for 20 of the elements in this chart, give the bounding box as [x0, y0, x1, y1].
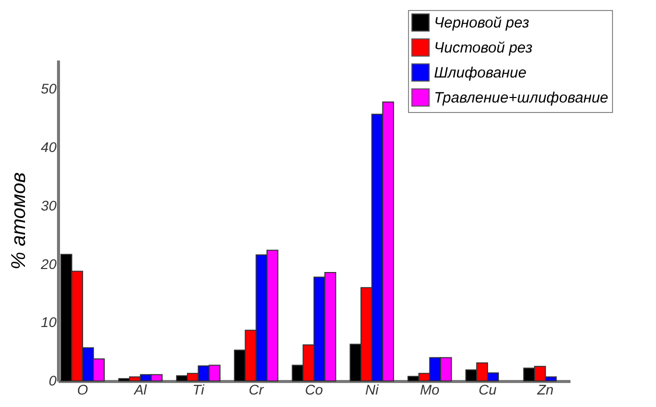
y-tick-label: 10: [40, 314, 57, 330]
legend-label: Шлифование: [434, 64, 526, 82]
legend-label: Чистовой рез: [434, 40, 532, 56]
y-tick-label: 50: [40, 80, 57, 97]
x-tick-label: Mo: [420, 382, 440, 398]
y-tick-label: 30: [40, 197, 57, 214]
legend-label: Травление+шлифование: [434, 90, 608, 106]
legend-label: Черновой рез: [434, 14, 530, 32]
x-tick-label: O: [77, 382, 88, 398]
x-tick-label: Al: [133, 382, 148, 398]
y-tick-label: 40: [40, 139, 57, 156]
x-tick-label: Cr: [248, 382, 265, 398]
x-tick-label: Co: [305, 382, 324, 398]
x-tick-label: Cu: [478, 382, 497, 398]
x-tick-label: Ti: [192, 382, 205, 398]
y-tick-label: 0: [48, 372, 57, 388]
x-tick-label: Zn: [536, 382, 554, 398]
y-tick-label: 20: [40, 256, 57, 272]
x-tick-label: Ni: [365, 382, 380, 398]
y-axis-title: % атомов: [8, 172, 30, 270]
